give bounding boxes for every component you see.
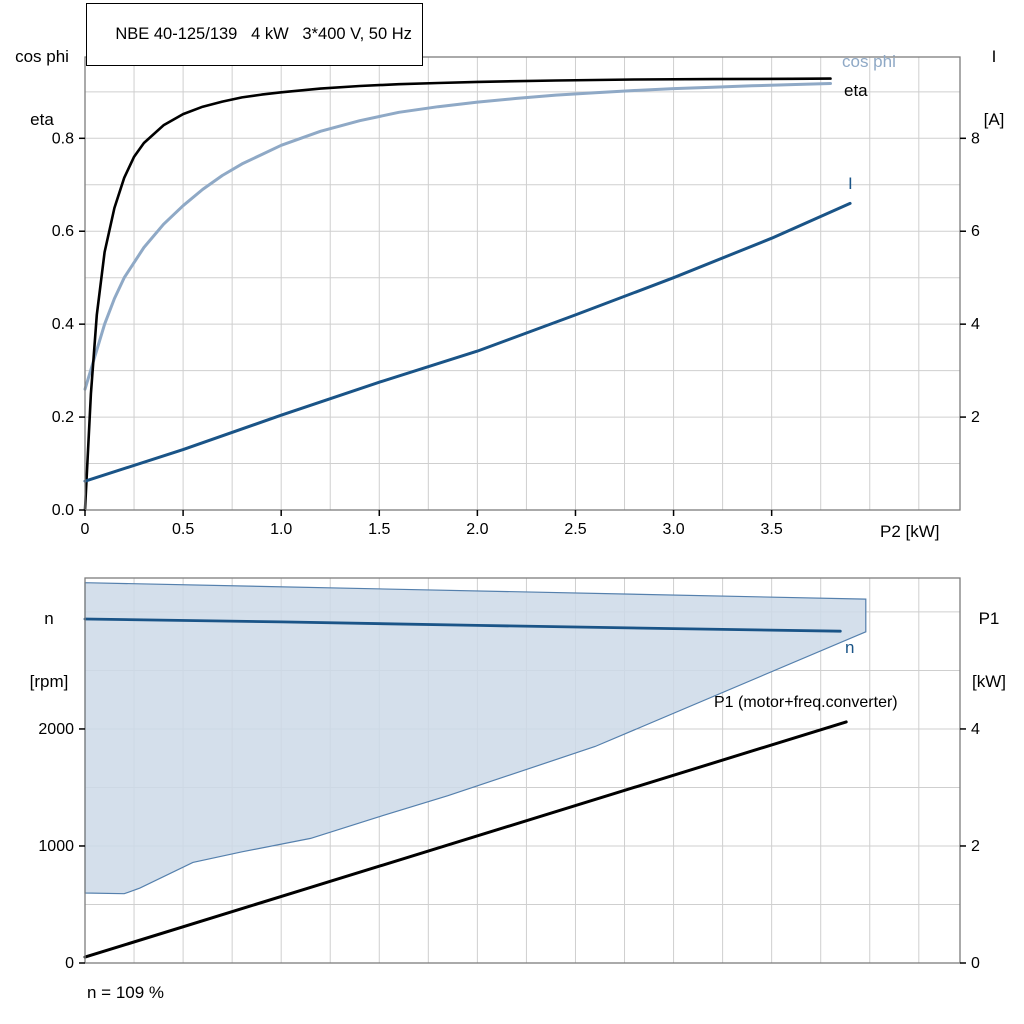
tick-label-y-left: 0.0 [52, 502, 74, 519]
chart-title-box: NBE 40-125/139 4 kW 3*400 V, 50 Hz [86, 3, 423, 66]
curve-label-p1: P1 (motor+freq.converter) [714, 694, 898, 711]
series-n [83, 617, 842, 633]
tick-label-y-right: 4 [971, 721, 980, 738]
tick-label-y-right: 0 [971, 955, 980, 972]
axis-label-current-unit: [A] [983, 110, 1005, 129]
tick-label-y-left: 1000 [38, 838, 74, 855]
top-right-axis-label: I [A] [968, 4, 1020, 172]
panel-bottom: 0 1000 2000 0 2 4 [38, 577, 980, 972]
tick-label-y-left: 0.6 [52, 223, 74, 240]
tick-label-y-left: 2000 [38, 721, 74, 738]
axis-label-eta: eta [30, 110, 54, 129]
tick-label-x: 1.0 [270, 521, 292, 538]
tick-label-x: 2.5 [564, 521, 586, 538]
axis-label-p1-unit: [kW] [972, 672, 1006, 691]
tick-label-y-right: 8 [971, 130, 980, 147]
tick-label-x: 3.5 [761, 521, 783, 538]
plot-frame [84, 56, 961, 511]
top-left-axis-label: cos phi eta [2, 4, 82, 172]
tick-label-y-right: 4 [971, 316, 980, 333]
tick-label-y-right: 2 [971, 838, 980, 855]
series-p1-motor-freq-converter [83, 720, 848, 959]
tick-label-y-left: 0.8 [52, 130, 74, 147]
bottom-left-axis-label: n [rpm] [14, 566, 84, 734]
chart-title: NBE 40-125/139 4 kW 3*400 V, 50 Hz [115, 25, 412, 43]
speed-percent-note: n = 109 % [87, 983, 165, 1002]
area-speed-range [84, 582, 867, 895]
tick-label-x: 1.5 [368, 521, 390, 538]
panel-top: 0 0.5 1.0 1.5 2.0 2.5 3.0 3.5 0.0 0.2 0.4 0.6 0.8 2 4 6… [52, 56, 980, 538]
axis-label-p1: P1 [978, 609, 1000, 628]
axis-label-cos-phi: cos phi [15, 47, 69, 66]
axis-label-n-unit: [rpm] [29, 672, 69, 691]
tick-label-y-left: 0 [65, 955, 74, 972]
axis-label-n: n [44, 609, 54, 628]
tick-label-x: 0 [81, 521, 90, 538]
plot-frame [84, 577, 961, 964]
tick-label-x: 3.0 [662, 521, 684, 538]
tick-label-x: 2.0 [466, 521, 488, 538]
tick-label-y-left: 0.2 [52, 409, 74, 426]
tick-label-y-right: 6 [971, 223, 980, 240]
series-i [83, 201, 852, 483]
axis-label-current: I [991, 47, 997, 66]
tick-label-y-left: 0.4 [52, 316, 74, 333]
x-axis-label: P2 [kW] [880, 522, 940, 541]
series-cos-phi [83, 82, 832, 391]
series-eta [83, 77, 832, 512]
curve-label-current: I [848, 174, 853, 193]
tick-label-x: 0.5 [172, 521, 194, 538]
curve-label-cos-phi: cos phi [842, 52, 896, 71]
bottom-right-axis-label: P1 [kW] [960, 566, 1018, 734]
tick-label-y-right: 2 [971, 409, 980, 426]
curve-label-n: n [845, 638, 855, 657]
curve-label-eta: eta [844, 81, 868, 100]
